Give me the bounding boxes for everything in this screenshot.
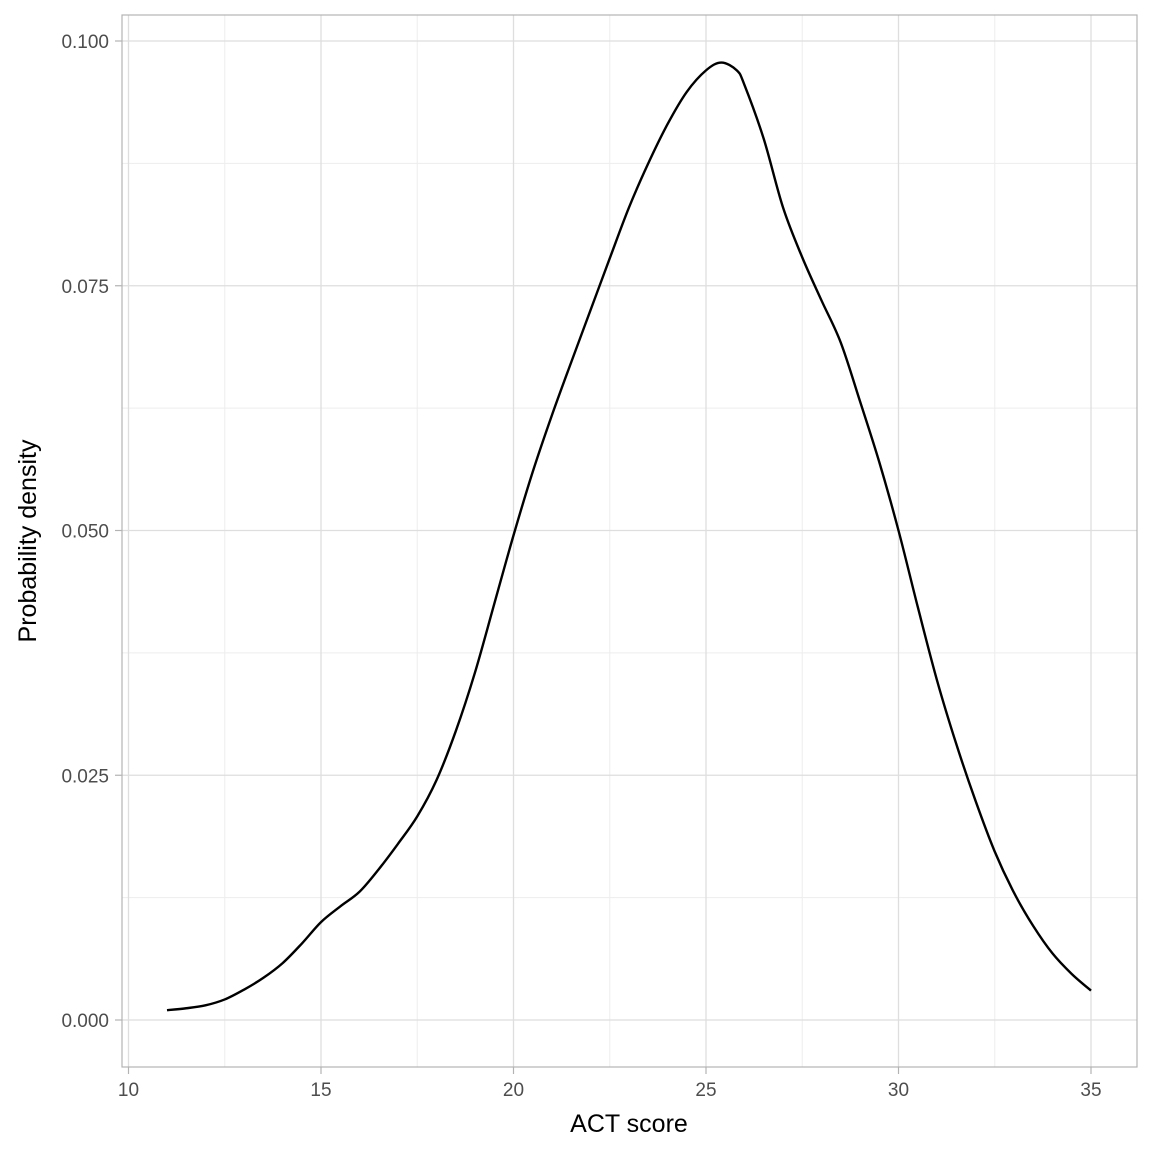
y-tick-label: 0.075 <box>61 277 109 298</box>
x-tick-label: 30 <box>888 1080 909 1101</box>
y-axis-title: Probability density <box>14 439 42 642</box>
panel-border <box>121 14 1138 1068</box>
y-tick-label: 0.050 <box>61 522 109 543</box>
y-tick-label: 0.100 <box>61 32 109 53</box>
y-axis-ticks: 0.000 0.025 0.050 0.075 0.100 <box>61 32 122 1032</box>
x-axis-ticks: 10 15 20 25 30 35 <box>118 1067 1102 1101</box>
x-tick-label: 35 <box>1080 1080 1101 1101</box>
y-tick-label: 0.025 <box>61 766 109 787</box>
x-tick-label: 10 <box>118 1080 139 1101</box>
minor-gridlines <box>122 15 1137 1067</box>
density-curve <box>166 61 1092 1012</box>
major-gridlines <box>122 15 1137 1067</box>
x-tick-label: 20 <box>503 1080 524 1101</box>
y-tick-label: 0.000 <box>61 1011 109 1032</box>
x-tick-label: 25 <box>695 1080 716 1101</box>
x-tick-label: 15 <box>310 1080 331 1101</box>
x-axis-title: ACT score <box>570 1110 688 1138</box>
